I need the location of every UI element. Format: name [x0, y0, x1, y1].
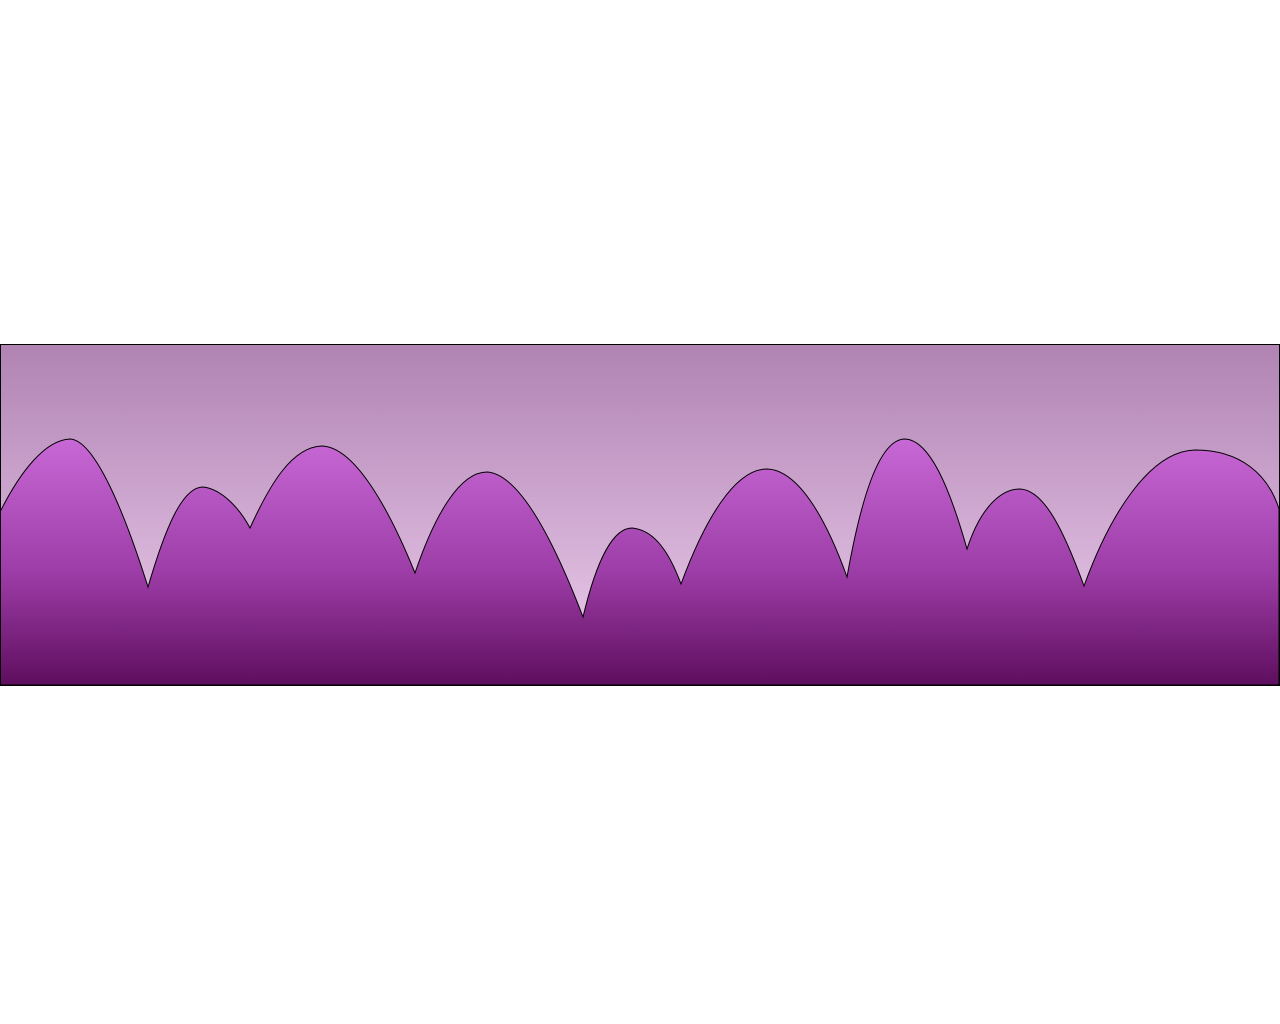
terrain-scene [0, 344, 1280, 686]
hill-terrain [0, 438, 1280, 686]
terrain-scene-svg [0, 344, 1280, 686]
